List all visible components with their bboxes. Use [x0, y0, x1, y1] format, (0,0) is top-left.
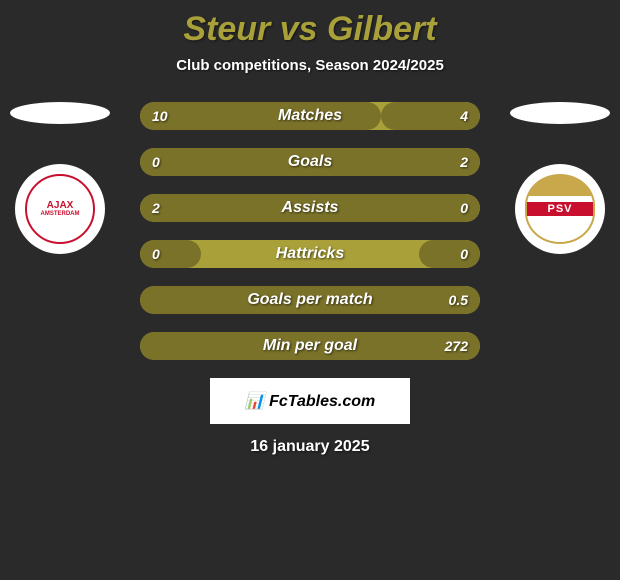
stat-bars: 10Matches40Goals22Assists00Hattricks0Goa… [140, 102, 480, 360]
club-sub-left: AMSTERDAM [41, 211, 80, 217]
stat-label: Goals per match [140, 291, 480, 309]
stat-label: Goals [140, 153, 480, 171]
stat-label: Hattricks [140, 245, 480, 263]
page-title: Steur vs Gilbert [0, 0, 620, 49]
footer-logo[interactable]: 📊 FcTables.com [210, 378, 410, 424]
club-badge-left: AJAX AMSTERDAM [15, 164, 105, 254]
club-badge-right: PSV [515, 164, 605, 254]
stat-right-value: 2 [460, 154, 468, 170]
player-silhouette-left [10, 102, 110, 124]
stat-right-value: 0 [460, 246, 468, 262]
player-silhouette-right [510, 102, 610, 124]
stat-right-value: 272 [445, 338, 468, 354]
stat-row: 10Matches4 [140, 102, 480, 130]
stat-row: Min per goal272 [140, 332, 480, 360]
club-name-right: PSV [527, 202, 593, 216]
player-right: PSV [510, 102, 610, 254]
page-subtitle: Club competitions, Season 2024/2025 [0, 57, 620, 74]
stat-row: 0Goals2 [140, 148, 480, 176]
stat-right-value: 4 [460, 108, 468, 124]
stat-label: Assists [140, 199, 480, 217]
stat-label: Min per goal [140, 337, 480, 355]
footer-date: 16 january 2025 [0, 438, 620, 456]
stat-label: Matches [140, 107, 480, 125]
player-left: AJAX AMSTERDAM [10, 102, 110, 254]
comparison-content: AJAX AMSTERDAM PSV 10Matches40Goals22Ass… [0, 102, 620, 360]
stat-row: 2Assists0 [140, 194, 480, 222]
psv-badge-icon: PSV [525, 174, 595, 244]
stat-right-value: 0 [460, 200, 468, 216]
stat-right-value: 0.5 [449, 292, 468, 308]
stat-row: 0Hattricks0 [140, 240, 480, 268]
club-name-left: AJAX [47, 201, 74, 211]
stat-row: Goals per match0.5 [140, 286, 480, 314]
ajax-badge-icon: AJAX AMSTERDAM [25, 174, 95, 244]
